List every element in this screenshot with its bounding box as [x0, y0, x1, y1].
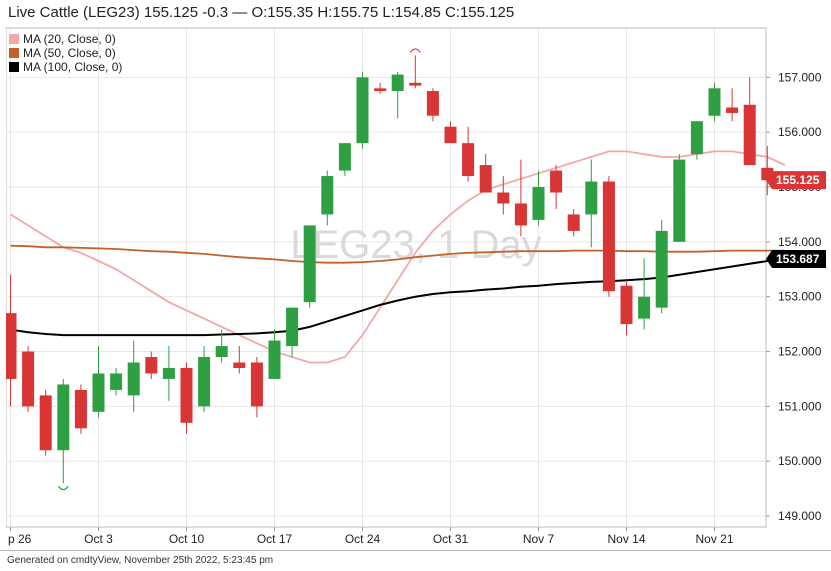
y-tick-label: 149.000 [778, 509, 822, 523]
candle-body[interactable] [391, 74, 404, 92]
legend-label: MA (50, Close, 0) [23, 46, 116, 60]
candle-body[interactable] [673, 159, 686, 242]
ma100-swatch [9, 62, 19, 72]
legend-item-ma100[interactable]: MA (100, Close, 0) [9, 60, 122, 74]
watermark-text: LEG23, 1 Day [290, 223, 541, 267]
price-label-box [766, 250, 826, 269]
candle-body[interactable] [690, 121, 703, 155]
y-tick-label: 150.000 [778, 454, 822, 468]
candle-body[interactable] [338, 143, 351, 171]
candle-body[interactable] [4, 313, 17, 379]
ma-line-20 [10, 150, 786, 364]
candle-body[interactable] [356, 77, 369, 144]
candle-body[interactable] [110, 373, 123, 390]
candle-body[interactable] [655, 230, 668, 308]
candle-body[interactable] [602, 181, 615, 292]
y-tick-label: 151.000 [778, 399, 822, 413]
plot-area [5, 27, 767, 528]
chart-title: Live Cattle (LEG23) 155.125 -0.3 — O:155… [8, 4, 515, 21]
y-tick-label: 152.000 [778, 345, 822, 359]
candle-body[interactable] [550, 170, 563, 193]
y-tick-label: 157.000 [778, 70, 822, 84]
price-label-text: 153.687 [776, 252, 820, 266]
candle-body[interactable] [250, 362, 263, 407]
candle-body[interactable] [145, 357, 158, 374]
x-tick-label: Oct 3 [84, 532, 113, 546]
candle-body[interactable] [180, 367, 193, 423]
candle-body[interactable] [215, 346, 228, 358]
high-marker [409, 48, 421, 53]
price-label-text: 155.125 [776, 173, 820, 187]
candle-body[interactable] [567, 214, 580, 231]
candle-body[interactable] [321, 176, 334, 215]
indicator-legend: MA (20, Close, 0) MA (50, Close, 0) MA (… [9, 32, 122, 74]
candle-body[interactable] [127, 362, 140, 396]
footer-bar [0, 550, 831, 571]
x-tick-label: Oct 24 [345, 532, 381, 546]
candle-body[interactable] [409, 82, 422, 86]
candle-body[interactable] [444, 126, 457, 144]
candle-body[interactable] [462, 143, 475, 177]
x-tick-label: Oct 10 [169, 532, 205, 546]
candle-body[interactable] [198, 357, 211, 407]
x-tick-label: Nov 14 [607, 532, 645, 546]
candle-body[interactable] [532, 187, 545, 220]
candle-body[interactable] [726, 107, 739, 113]
candle-body[interactable] [514, 203, 527, 226]
footer-text: Generated on cmdtyView, November 25th 20… [7, 555, 274, 566]
candle-body[interactable] [708, 88, 721, 116]
legend-label: MA (20, Close, 0) [23, 32, 116, 46]
x-tick-label: Oct 31 [433, 532, 469, 546]
ma20-swatch [9, 34, 19, 44]
candle-body[interactable] [74, 389, 87, 429]
candle-body[interactable] [162, 367, 175, 379]
candle-body[interactable] [743, 104, 756, 166]
candle-body[interactable] [497, 192, 510, 204]
candle-body[interactable] [303, 225, 316, 303]
candle-body[interactable] [92, 373, 105, 412]
candle-body[interactable] [638, 296, 651, 319]
candle-body[interactable] [286, 307, 299, 347]
x-tick-label: Oct 17 [257, 532, 293, 546]
x-tick-label: Nov 21 [695, 532, 733, 546]
candle-body[interactable] [374, 88, 387, 92]
candle-body[interactable] [233, 362, 246, 368]
left-mask [0, 28, 6, 527]
legend-label: MA (100, Close, 0) [23, 60, 123, 74]
candle-body[interactable] [620, 285, 633, 325]
y-tick-label: 156.000 [778, 125, 822, 139]
candle-body[interactable] [22, 351, 35, 407]
y-tick-label: 153.000 [778, 290, 822, 304]
candle-body[interactable] [426, 91, 439, 116]
candle-body[interactable] [585, 181, 598, 215]
x-tick-label: Nov 7 [523, 532, 555, 546]
price-label-box [766, 171, 826, 190]
legend-item-ma20[interactable]: MA (20, Close, 0) [9, 32, 122, 46]
candle-body[interactable] [268, 340, 281, 379]
candle-body[interactable] [39, 395, 52, 451]
low-marker [57, 485, 69, 491]
y-tick-label: 154.000 [778, 235, 822, 249]
candle-body[interactable] [479, 165, 492, 193]
legend-item-ma50[interactable]: MA (50, Close, 0) [9, 46, 122, 60]
candle-body[interactable] [57, 384, 70, 451]
ma50-swatch [9, 48, 19, 58]
x-tick-label: p 26 [8, 532, 32, 546]
